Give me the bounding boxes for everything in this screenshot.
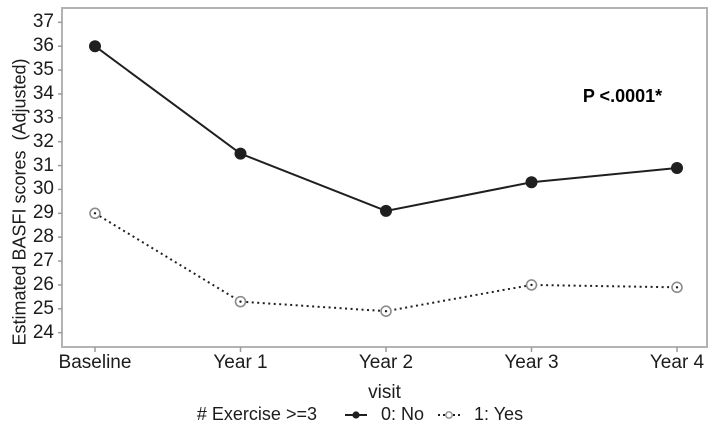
data-point-open-center bbox=[530, 283, 533, 287]
data-point-filled bbox=[380, 204, 392, 217]
legend-title: # Exercise >=3 bbox=[196, 404, 317, 424]
data-point-filled bbox=[234, 147, 247, 160]
data-point-open-center bbox=[675, 286, 679, 289]
y-tick-label: 27 bbox=[32, 250, 54, 272]
y-tick-label: 37 bbox=[32, 11, 54, 33]
data-point-filled bbox=[671, 161, 683, 174]
legend: # Exercise >=3 0: No 1: Yes bbox=[0, 404, 720, 425]
series-line-1 bbox=[94, 212, 678, 313]
y-tick-label: 29 bbox=[32, 202, 54, 224]
data-point-filled bbox=[525, 176, 538, 189]
y-tick-label: 25 bbox=[32, 297, 54, 319]
y-tick-label: 33 bbox=[32, 106, 54, 128]
plot-border bbox=[61, 7, 708, 348]
legend-series-yes-label: 1: Yes bbox=[474, 404, 524, 424]
y-tick-label: 26 bbox=[32, 273, 54, 295]
x-tick-label: Year 4 bbox=[649, 352, 705, 373]
legend-series-no-label: 0: No bbox=[380, 404, 425, 424]
y-tick-label: 35 bbox=[32, 59, 54, 81]
x-tick-label: Baseline bbox=[58, 352, 132, 373]
dotted-line-marker-icon bbox=[438, 410, 461, 419]
x-tick-label: Year 3 bbox=[504, 352, 559, 373]
y-tick-label: 32 bbox=[32, 130, 54, 152]
data-point-open-center bbox=[239, 300, 242, 303]
y-tick-label: 34 bbox=[32, 82, 54, 104]
y-tick-label: 30 bbox=[32, 178, 54, 200]
y-tick-label: 31 bbox=[32, 154, 54, 176]
p-value-annotation: P <.0001* bbox=[582, 86, 663, 106]
data-point-open-center bbox=[384, 309, 388, 313]
series-line-0 bbox=[94, 45, 678, 212]
data-point-filled bbox=[89, 40, 101, 53]
data-point-open-center bbox=[93, 212, 97, 215]
solid-line-marker-icon bbox=[344, 410, 367, 419]
x-tick-label: Year 1 bbox=[213, 352, 268, 373]
x-axis-title: visit bbox=[368, 382, 401, 403]
x-tick-label: Year 2 bbox=[358, 352, 414, 373]
y-tick-label: 28 bbox=[32, 226, 54, 248]
y-tick-label: 36 bbox=[32, 35, 54, 57]
y-tick-label: 24 bbox=[32, 321, 54, 343]
